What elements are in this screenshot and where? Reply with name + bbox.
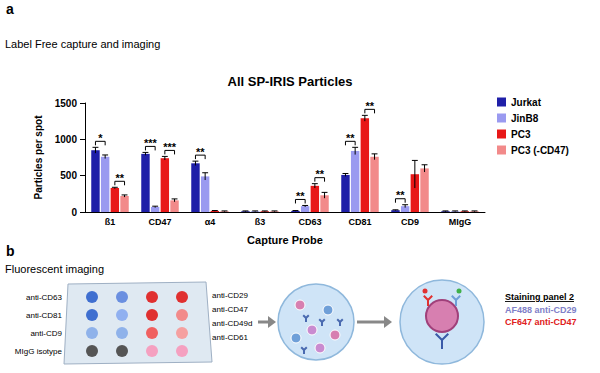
svg-text:***: *** bbox=[144, 137, 158, 149]
svg-text:CD63: CD63 bbox=[298, 217, 321, 227]
svg-text:JinB8: JinB8 bbox=[511, 113, 539, 124]
svg-text:b: b bbox=[6, 243, 15, 259]
svg-text:Particles per spot: Particles per spot bbox=[33, 115, 44, 200]
svg-text:0: 0 bbox=[71, 207, 77, 218]
svg-text:***: *** bbox=[163, 141, 177, 153]
svg-text:**: ** bbox=[196, 146, 205, 158]
svg-text:ß3: ß3 bbox=[255, 217, 266, 227]
svg-text:*: * bbox=[98, 132, 103, 144]
svg-text:**: ** bbox=[115, 172, 124, 184]
svg-text:PC3: PC3 bbox=[511, 129, 531, 140]
svg-text:**: ** bbox=[396, 189, 405, 201]
svg-text:Jurkat: Jurkat bbox=[511, 97, 542, 108]
svg-text:CD47: CD47 bbox=[148, 217, 171, 227]
svg-text:ß1: ß1 bbox=[105, 217, 116, 227]
svg-text:anti-CD61: anti-CD61 bbox=[212, 333, 249, 342]
svg-text:**: ** bbox=[346, 132, 355, 144]
svg-text:Label Free capture and imaging: Label Free capture and imaging bbox=[5, 38, 160, 50]
svg-text:Capture Probe: Capture Probe bbox=[247, 234, 323, 246]
svg-text:All SP-IRIS Particles: All SP-IRIS Particles bbox=[228, 74, 353, 89]
svg-text:MIgG isotype: MIgG isotype bbox=[15, 347, 63, 356]
svg-text:**: ** bbox=[315, 168, 324, 180]
svg-text:anti-CD81: anti-CD81 bbox=[26, 311, 63, 320]
svg-text:**: ** bbox=[365, 100, 374, 112]
svg-text:Fluorescent imaging: Fluorescent imaging bbox=[5, 263, 104, 275]
svg-text:anti-CD63: anti-CD63 bbox=[26, 293, 63, 302]
svg-text:500: 500 bbox=[60, 170, 77, 181]
svg-text:anti-CD29: anti-CD29 bbox=[212, 291, 249, 300]
svg-text:1000: 1000 bbox=[55, 134, 78, 145]
svg-text:1500: 1500 bbox=[55, 98, 78, 109]
svg-text:anti-CD9: anti-CD9 bbox=[30, 329, 62, 338]
svg-text:PC3 (-CD47): PC3 (-CD47) bbox=[511, 145, 569, 156]
svg-text:α4: α4 bbox=[205, 217, 216, 227]
svg-text:Staining panel 2: Staining panel 2 bbox=[505, 292, 574, 302]
svg-text:AF488 anti-CD29: AF488 anti-CD29 bbox=[505, 305, 577, 315]
svg-text:anti-CD47: anti-CD47 bbox=[212, 305, 249, 314]
svg-text:a: a bbox=[6, 1, 14, 17]
svg-text:CF647 anti-CD47: CF647 anti-CD47 bbox=[505, 317, 577, 327]
svg-text:**: ** bbox=[296, 190, 305, 202]
svg-text:anti-CD49d: anti-CD49d bbox=[212, 319, 252, 328]
svg-text:CD81: CD81 bbox=[348, 217, 371, 227]
svg-text:CD9: CD9 bbox=[401, 217, 419, 227]
svg-text:MIgG: MIgG bbox=[449, 217, 472, 227]
